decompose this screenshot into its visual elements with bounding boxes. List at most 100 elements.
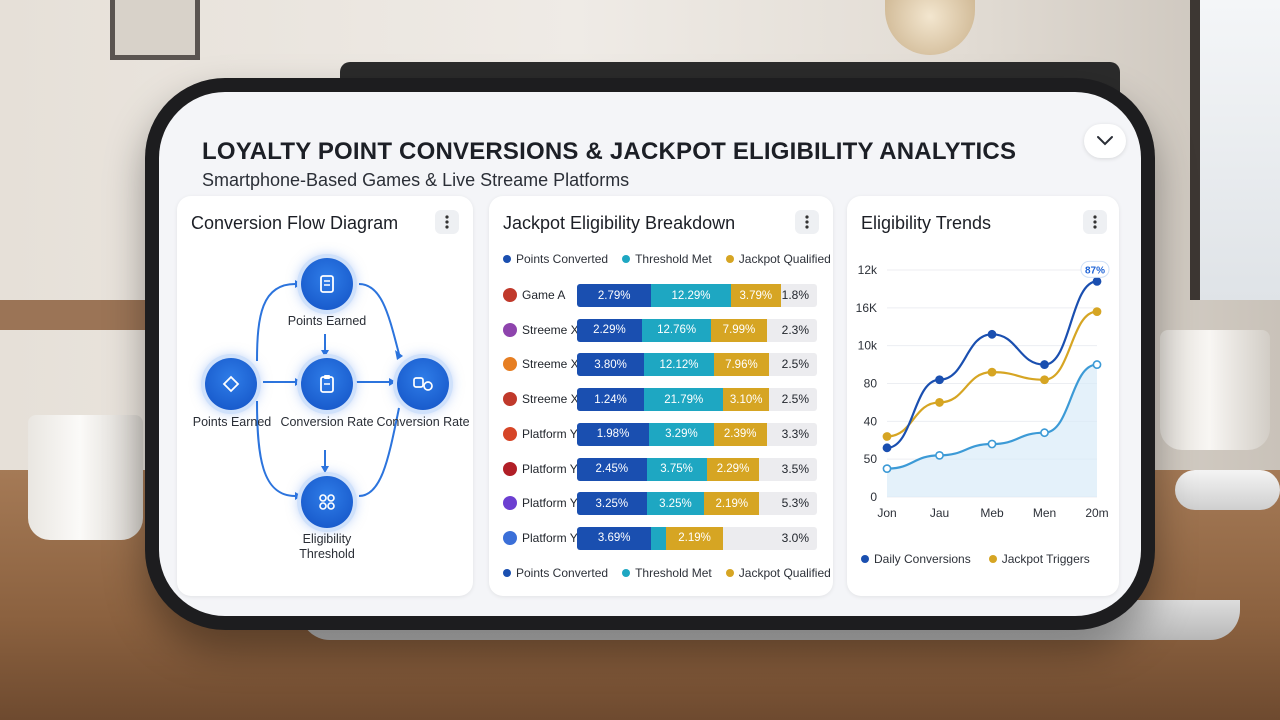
jackpot-breakdown-card: Jackpot Eligibility Breakdown Points Con…: [489, 196, 833, 596]
data-point: [882, 443, 892, 453]
threshold-met-segment: 3.29%: [649, 422, 714, 446]
stacked-bar: 2.29% 12.76% 7.99% 2.3%: [577, 318, 817, 342]
node-points-earned-top[interactable]: [301, 258, 353, 310]
platform-name: Streeme X: [522, 357, 579, 372]
platform-name: Platform Y: [522, 530, 578, 545]
grid-icon: [319, 494, 335, 510]
threshold-met-segment: 12.29%: [651, 284, 731, 307]
diamond-icon: [222, 375, 240, 393]
data-point: [987, 329, 997, 339]
platform-icon: [503, 288, 517, 302]
node-conversion-rate-center[interactable]: [301, 358, 353, 410]
shelf: [0, 300, 150, 330]
more-vertical-icon: [805, 215, 809, 229]
data-point: [935, 375, 944, 385]
y-tick-label: 10k: [858, 339, 878, 353]
remaining-value: 2.5%: [781, 357, 809, 372]
stacked-bar: 2.79% 12.29% 3.79% 1.8%: [577, 284, 817, 307]
legend-label: Threshold Met: [635, 566, 712, 580]
jackpot-qualified-segment: 7.99%: [711, 318, 767, 342]
legend-label: Daily Conversions: [874, 552, 971, 566]
platform-name: Streeme X: [522, 322, 579, 337]
remaining-value: 3.0%: [781, 530, 809, 545]
more-vertical-icon: [1093, 215, 1097, 229]
breakdown-row[interactable]: Game A 2.79% 12.29% 3.79% 1.8%: [503, 284, 819, 308]
threshold-met-segment: 3.75%: [646, 457, 707, 481]
data-point: [1092, 307, 1102, 317]
breakdown-row[interactable]: Streeme X 3.80% 12.12% 7.96% 2.5%: [503, 353, 819, 377]
clipboard-icon: [320, 375, 334, 393]
remaining-value: 3.3%: [781, 426, 809, 441]
platform-name: Game A: [522, 288, 566, 302]
y-tick-label: 16K: [856, 301, 877, 315]
jackpot-qualified-segment: 3.10%: [723, 388, 769, 412]
points-converted-segment: 2.45%: [577, 457, 647, 481]
card-menu-button[interactable]: [435, 210, 459, 234]
x-tick-label: Men: [1033, 506, 1056, 520]
threshold-met-segment: 3.25%: [646, 492, 705, 516]
node-conversion-rate-right[interactable]: [397, 358, 449, 410]
breakdown-legend-bottom: Points Converted Threshold Met Jackpot Q…: [503, 566, 831, 580]
legend-label: Jackpot Triggers: [1001, 552, 1090, 566]
card-title: Eligibility Trends: [861, 213, 992, 233]
data-point: [1040, 360, 1049, 369]
platform-icon: [503, 426, 517, 441]
exchange-icon: [413, 377, 433, 391]
stacked-bar: 3.25% 3.25% 2.19% 5.3%: [577, 492, 817, 516]
legend-item: Jackpot Qualified: [725, 252, 831, 266]
points-converted-segment: 1.98%: [577, 422, 649, 446]
legend-item: Jackpot Qualified: [725, 566, 831, 580]
phone-screen: LOYALTY POINT CONVERSIONS & JACKPOT ELIG…: [159, 92, 1141, 616]
breakdown-row[interactable]: Platform Y 3.69% 2.19% 3.0%: [503, 526, 819, 551]
node-label-points-earned-top: Points Earned: [287, 314, 367, 328]
breakdown-row[interactable]: Streeme X 2.29% 12.76% 7.99% 2.3%: [503, 318, 819, 343]
breakdown-row[interactable]: Platform Y 3.25% 3.25% 2.19% 5.3%: [503, 492, 819, 516]
platform-name: Platform Y: [522, 496, 578, 511]
node-points-earned-left[interactable]: [205, 358, 257, 410]
breakdown-row[interactable]: Streeme X 1.24% 21.79% 3.10% 2.5%: [503, 388, 819, 412]
value-badge-label: 87%: [1085, 265, 1105, 276]
collapse-button[interactable]: [1084, 124, 1126, 158]
data-point: [935, 450, 944, 460]
points-converted-segment: 3.80%: [577, 353, 645, 377]
points-converted-segment: 2.29%: [577, 318, 642, 342]
card-title: Jackpot Eligibility Breakdown: [503, 213, 736, 233]
eligibility-trends-card: Eligibility Trends 0 50 40 80 10k 16K 12k Jon Ja…: [847, 196, 1119, 596]
legend-item: Points Converted: [503, 252, 608, 266]
node-label-conversion-rate-right: Conversion Rate: [376, 415, 470, 429]
x-tick-label: Jon: [877, 506, 896, 520]
platform-icon: [503, 461, 517, 476]
more-vertical-icon: [445, 215, 449, 229]
breakdown-row[interactable]: Platform Y 2.45% 3.75% 2.29% 3.5%: [503, 457, 819, 482]
jackpot-qualified-segment: 3.79%: [730, 284, 781, 307]
platform-icon: [503, 496, 517, 511]
stacked-bar: 1.98% 3.29% 2.39% 3.3%: [577, 422, 817, 446]
points-converted-segment: 3.25%: [577, 492, 647, 516]
data-point: [882, 432, 892, 441]
legend-label: Jackpot Qualified: [738, 566, 831, 580]
platform-icon: [503, 322, 517, 337]
chevron-down-icon: [1097, 136, 1113, 146]
node-label-eligibility-threshold: Eligibility Threshold: [299, 532, 355, 561]
x-tick-label: 20m: [1085, 506, 1108, 520]
jackpot-qualified-segment: 7.96%: [713, 353, 769, 377]
platform-icon: [503, 392, 517, 407]
y-tick-label: 40: [864, 414, 878, 428]
stacked-bar: 1.24% 21.79% 3.10% 2.5%: [577, 388, 817, 412]
jackpot-qualified-segment: 2.19%: [704, 492, 760, 516]
jackpot-qualified-segment: 2.29%: [706, 457, 760, 481]
breakdown-row[interactable]: Platform Y 1.98% 3.29% 2.39% 3.3%: [503, 422, 819, 447]
y-tick-label: 80: [864, 377, 878, 391]
platform-icon: [503, 357, 517, 372]
threshold-met-segment: 12.76%: [641, 318, 712, 342]
card-menu-button[interactable]: [1083, 210, 1107, 234]
legend-item: Threshold Met: [622, 566, 712, 580]
platform-icon: [503, 530, 517, 545]
receipt-icon: [320, 275, 334, 293]
data-point: [987, 439, 997, 449]
card-menu-button[interactable]: [795, 210, 819, 234]
data-point: [935, 398, 944, 407]
stacked-bar: 3.80% 12.12% 7.96% 2.5%: [577, 353, 817, 377]
node-eligibility-threshold[interactable]: [301, 476, 353, 528]
threshold-met-segment: [651, 526, 666, 550]
